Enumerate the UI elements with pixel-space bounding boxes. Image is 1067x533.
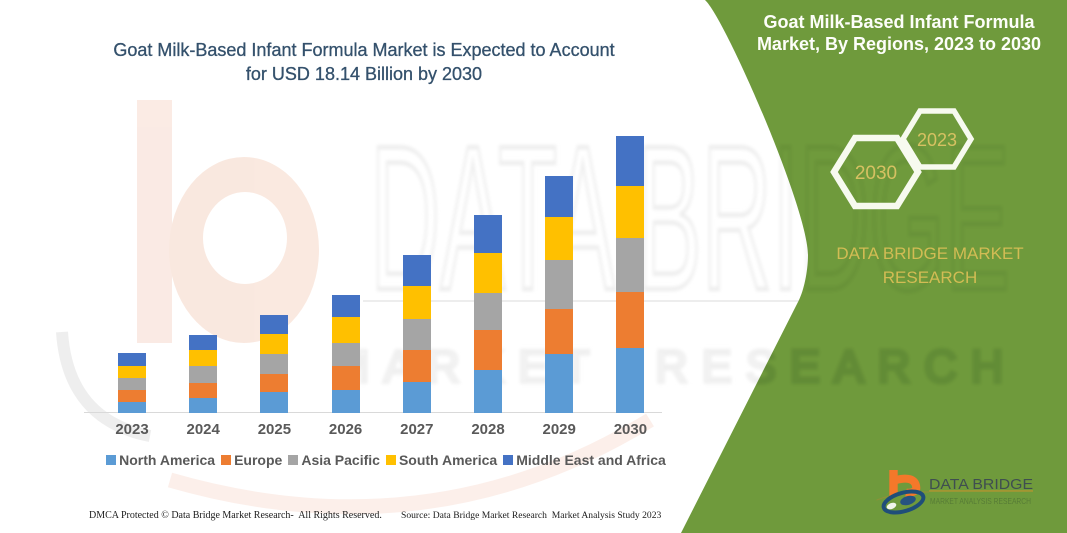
svg-text:MARKET ANALYSIS RESEARCH: MARKET ANALYSIS RESEARCH — [930, 496, 1031, 506]
svg-text:2023: 2023 — [917, 130, 957, 150]
svg-text:DATA BRIDGE: DATA BRIDGE — [929, 476, 1033, 493]
svg-text:2030: 2030 — [855, 163, 897, 184]
